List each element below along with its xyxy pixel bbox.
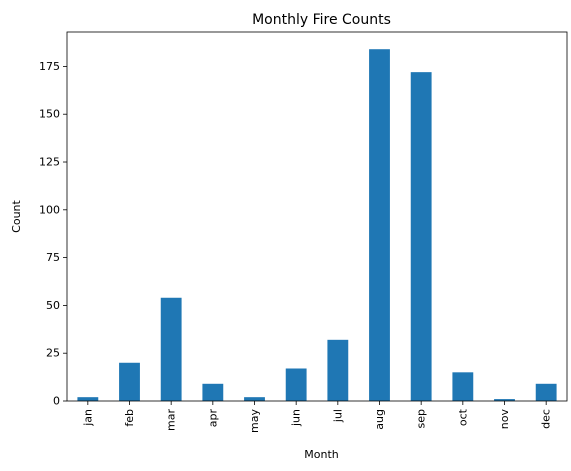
bar-nov [494,399,515,401]
bar-jan [77,397,99,401]
bar-may [244,397,265,401]
y-tick-label: 75 [46,251,60,264]
x-axis-ticks: jan feb mar apr may jun jul aug sep oct nov dec [81,401,553,433]
y-tick-label: 0 [53,395,60,408]
bar-mar [160,297,182,401]
x-tick-label-apr: apr [206,409,219,428]
bar-aug [369,49,390,402]
bar-sep [410,72,432,401]
x-tick-label-jun: jun [290,409,303,427]
x-tick-label-feb: feb [123,409,136,427]
bar-jul [327,339,349,401]
plot-frame [66,31,568,402]
y-tick-label: 175 [39,60,60,73]
x-tick-label-jan: jan [81,409,94,427]
x-axis-label: Month [304,448,339,461]
y-tick-label: 125 [39,156,60,169]
y-tick-label: 25 [46,347,60,360]
y-tick-label: 100 [39,203,60,216]
bar-dec [535,383,557,401]
x-tick-label-may: may [248,409,261,433]
bar-apr [202,383,224,401]
x-tick-label-aug: aug [373,409,386,430]
y-tick-label: 50 [46,299,60,312]
y-tick-label: 150 [39,108,60,121]
x-tick-label-sep: sep [415,409,428,428]
x-tick-label-jul: jul [331,409,344,423]
x-tick-label-nov: nov [498,409,511,430]
x-tick-label-dec: dec [540,409,553,429]
chart-title: Monthly Fire Counts [252,12,391,28]
y-axis-ticks: 0 25 50 75 100 125 150 175 [39,60,67,408]
x-tick-label-mar: mar [165,409,178,431]
bar-jun [285,368,307,401]
bar-feb [119,362,140,401]
bar-oct [452,372,474,401]
x-tick-label-oct: oct [456,408,469,426]
y-axis-label: Count [10,199,23,232]
bars-group [77,49,557,402]
